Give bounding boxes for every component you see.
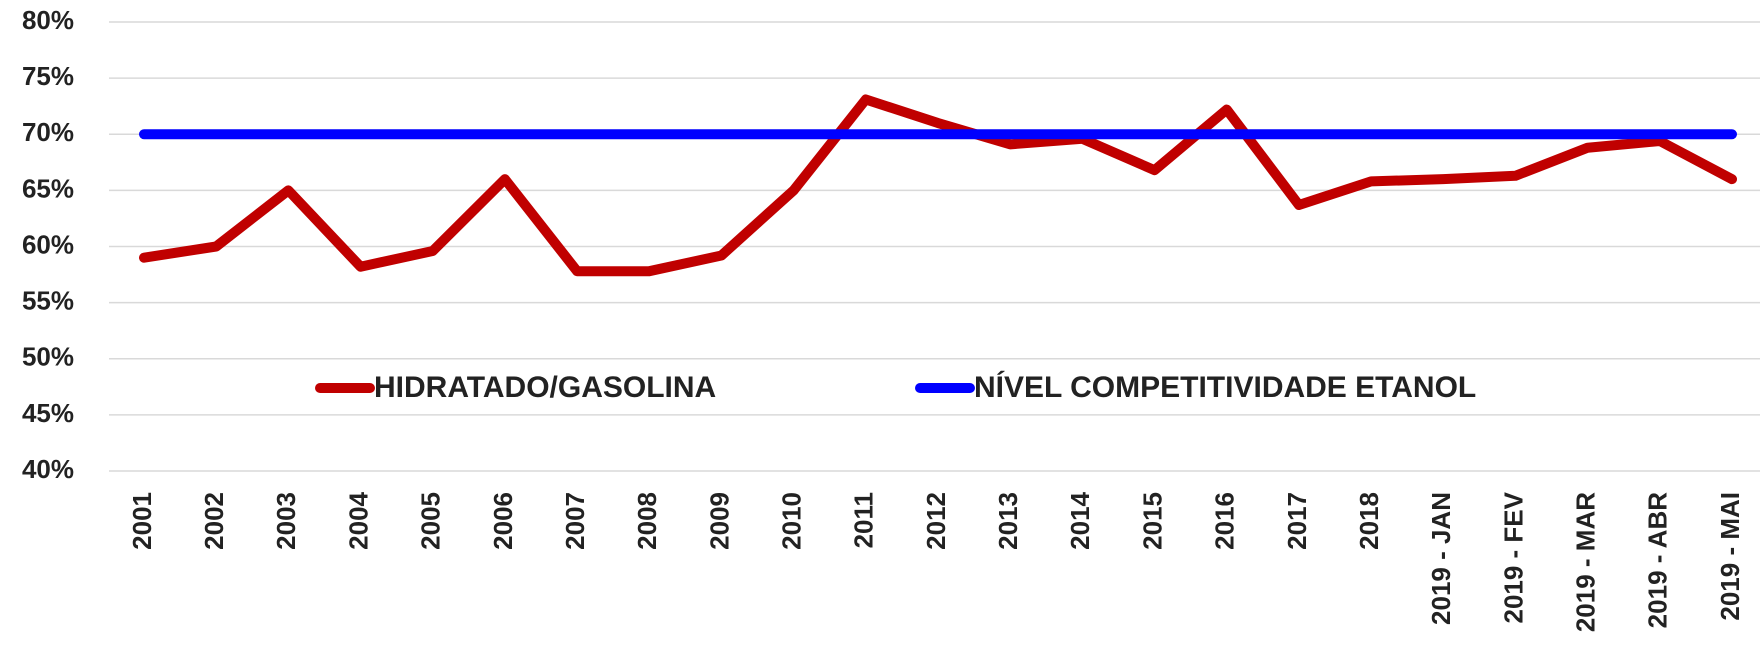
x-tick-label: 2008 (632, 492, 662, 550)
x-tick-label: 2001 (127, 492, 157, 550)
x-tick-label: 2003 (271, 492, 301, 550)
x-tick-label: 2019 - JAN (1426, 492, 1456, 625)
x-tick-label: 2014 (1065, 491, 1095, 549)
x-tick-label: 2017 (1282, 492, 1312, 550)
x-tick-label: 2004 (343, 491, 373, 549)
x-tick-label: 2019 - ABR (1643, 492, 1673, 629)
y-tick-label: 50% (22, 342, 74, 372)
y-tick-label: 55% (22, 286, 74, 316)
y-tick-label: 45% (22, 398, 74, 428)
x-tick-label: 2009 (704, 492, 734, 550)
x-tick-label: 2016 (1210, 492, 1240, 550)
y-tick-label: 75% (22, 61, 74, 91)
x-tick-label: 2005 (416, 492, 446, 550)
y-tick-label: 70% (22, 117, 74, 147)
y-tick-label: 65% (22, 173, 74, 203)
y-tick-label: 80% (22, 5, 74, 35)
legend-label: HIDRATADO/GASOLINA (374, 371, 716, 404)
x-tick-label: 2006 (488, 492, 518, 550)
x-tick-label: 2011 (849, 492, 879, 548)
x-tick-label: 2010 (777, 492, 807, 550)
y-tick-label: 60% (22, 229, 74, 259)
x-tick-label: 2007 (560, 492, 590, 550)
x-tick-label: 2019 - MAI (1715, 492, 1745, 621)
x-tick-label: 2002 (199, 492, 229, 550)
x-tick-label: 2013 (993, 492, 1023, 550)
x-tick-label: 2012 (921, 492, 951, 550)
x-tick-label: 2018 (1354, 492, 1384, 550)
legend-label: NÍVEL COMPETITIVIDADE ETANOL (974, 370, 1476, 404)
y-tick-label: 40% (22, 454, 74, 484)
x-tick-label: 2019 - MAR (1571, 492, 1601, 632)
x-tick-label: 2015 (1137, 492, 1167, 550)
line-series (139, 94, 1737, 277)
x-tick-label: 2019 - FEV (1498, 491, 1528, 623)
